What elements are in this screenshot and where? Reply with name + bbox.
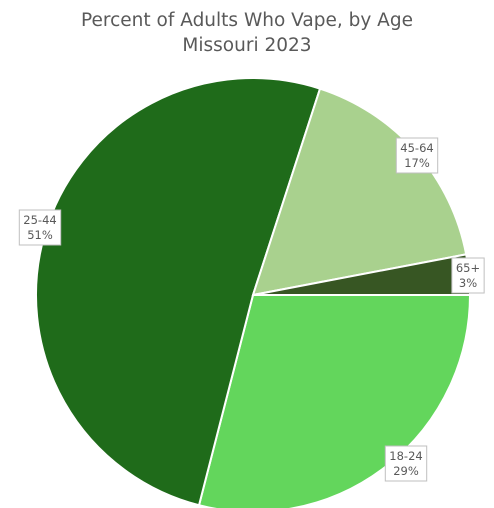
- data-label-category-18-24: 18-24: [389, 449, 422, 463]
- data-label-value-18-24: 29%: [393, 464, 419, 478]
- data-label-box-45-64: [395, 137, 439, 174]
- data-label-box-25-44: [18, 209, 62, 246]
- chart-title-block: Percent of Adults Who Vape, by Age Misso…: [0, 8, 494, 58]
- data-label-box-65-plus: [451, 257, 485, 294]
- chart-subtitle: Missouri 2023: [182, 35, 312, 56]
- data-label-category-45-64: 45-64: [400, 141, 433, 155]
- data-label-value-45-64: 17%: [404, 156, 430, 170]
- data-label-box-18-24: [384, 445, 428, 482]
- data-label-value-25-44: 51%: [27, 228, 53, 242]
- data-label-category-25-44: 25-44: [23, 213, 56, 227]
- data-label-category-65-plus: 65+: [456, 261, 480, 275]
- chart-title: Percent of Adults Who Vape, by Age: [81, 10, 413, 31]
- data-label-value-65-plus: 3%: [459, 276, 477, 290]
- data-label-65-plus: 65+3%: [451, 257, 485, 294]
